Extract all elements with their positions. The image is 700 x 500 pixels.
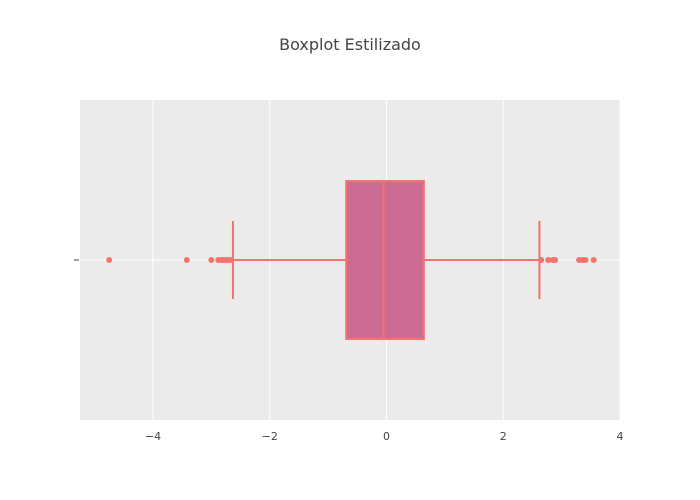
outlier-point [183,257,190,263]
outlier-point [545,257,552,263]
x-tick-label: 0 [383,430,390,443]
chart-title: Boxplot Estilizado [279,35,421,54]
outlier-point [227,257,234,263]
x-tick-label: 4 [617,430,624,443]
x-tick-label: 2 [500,430,507,443]
x-tick-label: −4 [145,430,161,443]
interquartile-box [345,180,425,340]
outlier-point [582,257,589,263]
outlier-point [208,257,215,263]
x-axis-tick-labels: −4 −2 0 2 4 [145,430,624,443]
box-trace [106,180,597,340]
outlier-point [538,257,545,263]
outlier-point [106,257,113,263]
x-tick-label: −2 [262,430,278,443]
outlier-point [590,257,597,263]
outlier-point [552,257,559,263]
